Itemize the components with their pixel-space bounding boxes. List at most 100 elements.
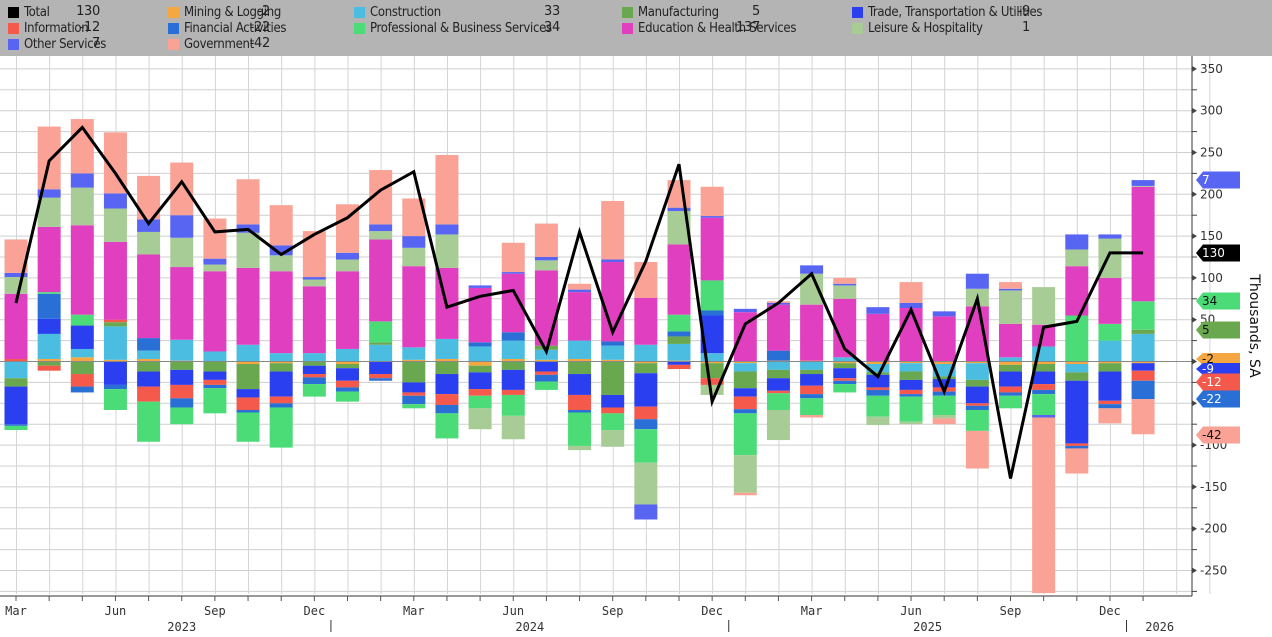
bar-segment-information [568, 394, 592, 410]
legend-item-information: Information [8, 20, 89, 36]
legend-swatch [8, 6, 19, 18]
legend-swatch [354, 22, 365, 34]
bar-segment-leisure [999, 290, 1022, 324]
bar-segment-mining [1032, 361, 1056, 365]
bar-segment-financial [634, 419, 658, 430]
legend-label: Education & Health Services [638, 20, 797, 36]
bar-segment-government [601, 200, 625, 260]
bar-segment-construction [203, 351, 227, 362]
bar-segment-professional [402, 404, 426, 409]
bar-segment-manufacturing [1098, 363, 1122, 372]
bar-segment-financial [733, 409, 757, 414]
value-tag-text: 34 [1202, 294, 1217, 308]
bar-segment-government [1065, 448, 1089, 474]
bar-segment-construction [137, 350, 161, 359]
bar-segment-education [269, 271, 293, 354]
bar-segment-trade [1098, 371, 1122, 401]
chart-legend: Total 130 Information -12 Other Services 7 Min… [0, 0, 1272, 56]
bar-segment-leisure [932, 415, 956, 419]
legend-label: Financial Activities [184, 20, 287, 36]
bar-segment-leisure [435, 234, 459, 268]
bar-segment-financial [70, 386, 94, 393]
bar-segment-professional [468, 395, 492, 409]
bar-segment-construction [236, 344, 260, 362]
bar-segment-information [766, 390, 790, 394]
bar-segment-financial [203, 384, 227, 389]
bar-segment-education [137, 254, 161, 339]
legend-item-leisure: Leisure & Hospitality [852, 20, 983, 36]
bar-segment-mining [1098, 361, 1122, 364]
bar-segment-mining [269, 361, 293, 364]
bar-segment-information [170, 384, 194, 399]
bar-segment-leisure [700, 384, 724, 395]
x-month-label: Sep [602, 604, 624, 618]
bar-segment-manufacturing [568, 361, 592, 375]
bar-segment-information [965, 403, 989, 406]
bar-segment-mining [833, 361, 857, 364]
bar-segment-education [766, 304, 790, 351]
x-month-label: Sep [1000, 604, 1022, 618]
bar-segment-education [402, 266, 426, 348]
bar-segment-professional [733, 413, 757, 456]
bar-segment-education [833, 298, 857, 358]
bar-segment-trade [70, 325, 94, 349]
value-tag-mining [1196, 353, 1240, 365]
bar-segment-education [568, 292, 592, 341]
bar-segment-leisure [70, 187, 94, 226]
bar-segment-leisure [302, 279, 326, 287]
bar-segment-financial [468, 342, 492, 347]
bar-segment-education [336, 271, 359, 349]
bar-segment-government [4, 239, 28, 273]
bar-segment-trade [336, 368, 359, 381]
bar-segment-manufacturing [1032, 364, 1056, 372]
bar-segment-mining [468, 361, 492, 366]
bar-segment-leisure [501, 415, 525, 440]
bar-segment-construction [534, 349, 558, 360]
bar-segment-professional [866, 395, 890, 417]
legend-item-professional: Professional & Business Services [354, 20, 552, 36]
x-year-label: 2023 [167, 620, 196, 634]
bar-segment-leisure [1131, 185, 1155, 187]
bar-segment-construction [866, 364, 890, 373]
bar-segment-trade [501, 369, 525, 390]
bar-segment-information [733, 396, 757, 410]
value-tag-trade [1196, 363, 1240, 375]
bar-segment-other [336, 252, 359, 260]
bar-segment-other [70, 173, 94, 188]
bar-segment-leisure [269, 255, 293, 272]
bar-segment-trade [1131, 363, 1155, 371]
bar-segment-financial [601, 341, 625, 346]
x-month-label: Mar [5, 604, 27, 618]
bar-segment-education [700, 217, 724, 281]
bar-segment-professional [1032, 394, 1056, 416]
bar-segment-professional [302, 384, 326, 397]
bar-segment-trade [1065, 380, 1089, 444]
bar-segment-leisure [1032, 287, 1056, 325]
bar-segment-professional [269, 407, 293, 448]
legend-label: Total [24, 4, 50, 20]
bar-segment-education [203, 271, 227, 352]
value-tag-manufacturing [1196, 321, 1240, 339]
y-tick [1192, 316, 1197, 323]
bar-segment-information [866, 387, 890, 390]
y-tick [1192, 483, 1197, 490]
bar-segment-government [999, 282, 1022, 289]
bar-segment-professional [4, 425, 28, 431]
legend-swatch [622, 22, 633, 34]
bar-segment-construction [336, 348, 359, 362]
bar-segment-professional [435, 413, 459, 439]
x-month-label: Jun [900, 604, 922, 618]
y-tick [1192, 65, 1197, 72]
bar-segment-construction [302, 353, 326, 362]
legend-item-trade: Trade, Transportation & Utilities [852, 4, 1042, 20]
bar-segment-information [634, 406, 658, 420]
bar-segment-information [336, 380, 359, 388]
value-tag-professional [1196, 292, 1240, 310]
bar-segment-manufacturing [667, 336, 691, 344]
value-tag-text: 7 [1202, 173, 1210, 187]
bar-segment-other [4, 272, 28, 278]
value-tag-text: -22 [1202, 392, 1222, 406]
bar-segment-leisure [369, 231, 393, 240]
bar-segment-financial [236, 409, 260, 413]
legend-value-trade: -9 [1017, 4, 1031, 19]
